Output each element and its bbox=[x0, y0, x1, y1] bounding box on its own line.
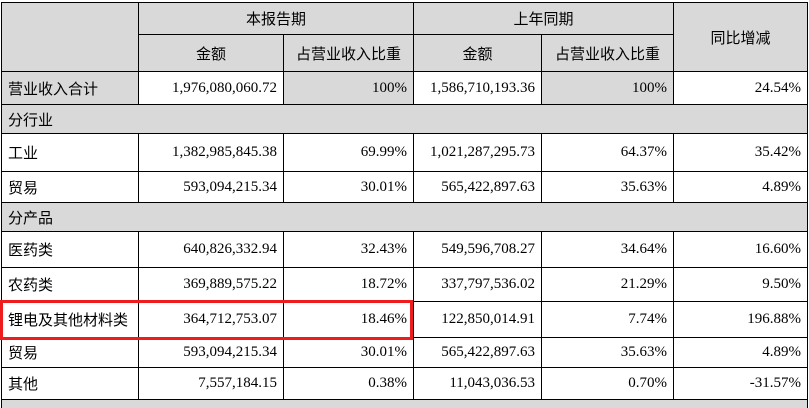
pct-current-cell: 30.01% bbox=[282, 337, 415, 368]
yoy-cell: 24.54% bbox=[673, 71, 809, 105]
table-row-pharma: 医药类 640,826,332.94 32.43% 549,596,708.27… bbox=[1, 231, 809, 268]
amount-prior-cell: 1,586,710,193.36 bbox=[413, 71, 543, 105]
pct-current-cell: 69.99% bbox=[282, 133, 415, 172]
amount-current-cell: 369,889,575.22 bbox=[138, 267, 284, 302]
pct-prior-cell: 7.74% bbox=[541, 301, 675, 338]
pct-prior-cell: 35.63% bbox=[541, 337, 675, 368]
section-row-partial-bottom bbox=[0, 399, 809, 408]
yoy-cell: -31.57% bbox=[673, 367, 809, 400]
table-row-pesticide: 农药类 369,889,575.22 18.72% 337,797,536.02… bbox=[1, 267, 809, 302]
amount-current-cell: 1,382,985,845.38 bbox=[138, 133, 284, 172]
row-label-cell: 农药类 bbox=[1, 267, 139, 302]
yoy-change-header: 同比增减 bbox=[673, 2, 809, 72]
corner-cell bbox=[1, 2, 139, 72]
header-row-periods: 本报告期 上年同期 同比增减 bbox=[1, 2, 809, 72]
section-label-cell bbox=[0, 399, 809, 408]
section-label-cell: 分产品 bbox=[0, 202, 809, 232]
pct-current-cell: 100% bbox=[282, 71, 415, 105]
amount-prior-cell: 11,043,036.53 bbox=[413, 367, 543, 400]
amount-prior-cell: 337,797,536.02 bbox=[413, 267, 543, 302]
section-row-by-product: 分产品 bbox=[0, 202, 809, 232]
amount-current-cell: 640,826,332.94 bbox=[138, 231, 284, 268]
yoy-cell: 16.60% bbox=[673, 231, 809, 268]
pct-prior-cell: 100% bbox=[541, 71, 675, 105]
amount-prior-cell: 1,021,287,295.73 bbox=[413, 133, 543, 172]
section-row-by-industry: 分行业 bbox=[0, 104, 809, 134]
yoy-cell: 4.89% bbox=[673, 337, 809, 368]
amount-prior-cell: 549,596,708.27 bbox=[413, 231, 543, 268]
table-row-lithium-materials: 锂电及其他材料类 364,712,753.07 18.46% 122,850,0… bbox=[1, 301, 809, 338]
table-row-industrial: 工业 1,382,985,845.38 69.99% 1,021,287,295… bbox=[1, 133, 809, 172]
amount-current-cell: 7,557,184.15 bbox=[138, 367, 284, 400]
table-row-trade-industry: 贸易 593,094,215.34 30.01% 565,422,897.63 … bbox=[1, 171, 809, 203]
pct-current-cell: 30.01% bbox=[282, 171, 415, 203]
amount-current-cell: 364,712,753.07 bbox=[138, 301, 284, 338]
pct-prior-header: 占营业收入比重 bbox=[541, 34, 675, 72]
row-label-cell: 锂电及其他材料类 bbox=[1, 301, 139, 338]
amount-prior-cell: 565,422,897.63 bbox=[413, 337, 543, 368]
prior-period-header: 上年同期 bbox=[413, 2, 675, 35]
pct-current-cell: 18.72% bbox=[282, 267, 415, 302]
yoy-cell: 4.89% bbox=[673, 171, 809, 203]
amount-prior-cell: 122,850,014.91 bbox=[413, 301, 543, 338]
yoy-cell: 196.88% bbox=[673, 301, 809, 338]
amount-prior-cell: 565,422,897.63 bbox=[413, 171, 543, 203]
pct-prior-cell: 21.29% bbox=[541, 267, 675, 302]
yoy-cell: 35.42% bbox=[673, 133, 809, 172]
pct-prior-cell: 0.70% bbox=[541, 367, 675, 400]
row-label-cell: 营业收入合计 bbox=[1, 71, 139, 105]
table-row-trade-product: 贸易 593,094,215.34 30.01% 565,422,897.63 … bbox=[1, 337, 809, 368]
row-label-cell: 贸易 bbox=[1, 171, 139, 203]
pct-current-cell: 18.46% bbox=[282, 301, 415, 338]
row-label-cell: 其他 bbox=[1, 367, 139, 400]
amount-current-cell: 593,094,215.34 bbox=[138, 337, 284, 368]
pct-prior-cell: 35.63% bbox=[541, 171, 675, 203]
row-label-cell: 工业 bbox=[1, 133, 139, 172]
section-label-cell: 分行业 bbox=[0, 104, 809, 134]
pct-current-cell: 32.43% bbox=[282, 231, 415, 268]
pct-prior-cell: 64.37% bbox=[541, 133, 675, 172]
table-row-total-revenue: 营业收入合计 1,976,080,060.72 100% 1,586,710,1… bbox=[1, 71, 809, 105]
row-label-cell: 贸易 bbox=[1, 337, 139, 368]
amount-prior-header: 金额 bbox=[413, 34, 543, 72]
current-period-header: 本报告期 bbox=[137, 2, 415, 35]
header-row-metrics: 金额 占营业收入比重 金额 占营业收入比重 bbox=[2, 34, 808, 72]
yoy-cell: 9.50% bbox=[673, 267, 809, 302]
pct-current-header: 占营业收入比重 bbox=[282, 34, 415, 72]
pct-prior-cell: 34.64% bbox=[541, 231, 675, 268]
table-row-other: 其他 7,557,184.15 0.38% 11,043,036.53 0.70… bbox=[1, 367, 809, 400]
amount-current-cell: 593,094,215.34 bbox=[138, 171, 284, 203]
amount-current-header: 金额 bbox=[138, 34, 284, 72]
amount-current-cell: 1,976,080,060.72 bbox=[138, 71, 284, 105]
row-label-cell: 医药类 bbox=[1, 231, 139, 268]
pct-current-cell: 0.38% bbox=[282, 367, 415, 400]
